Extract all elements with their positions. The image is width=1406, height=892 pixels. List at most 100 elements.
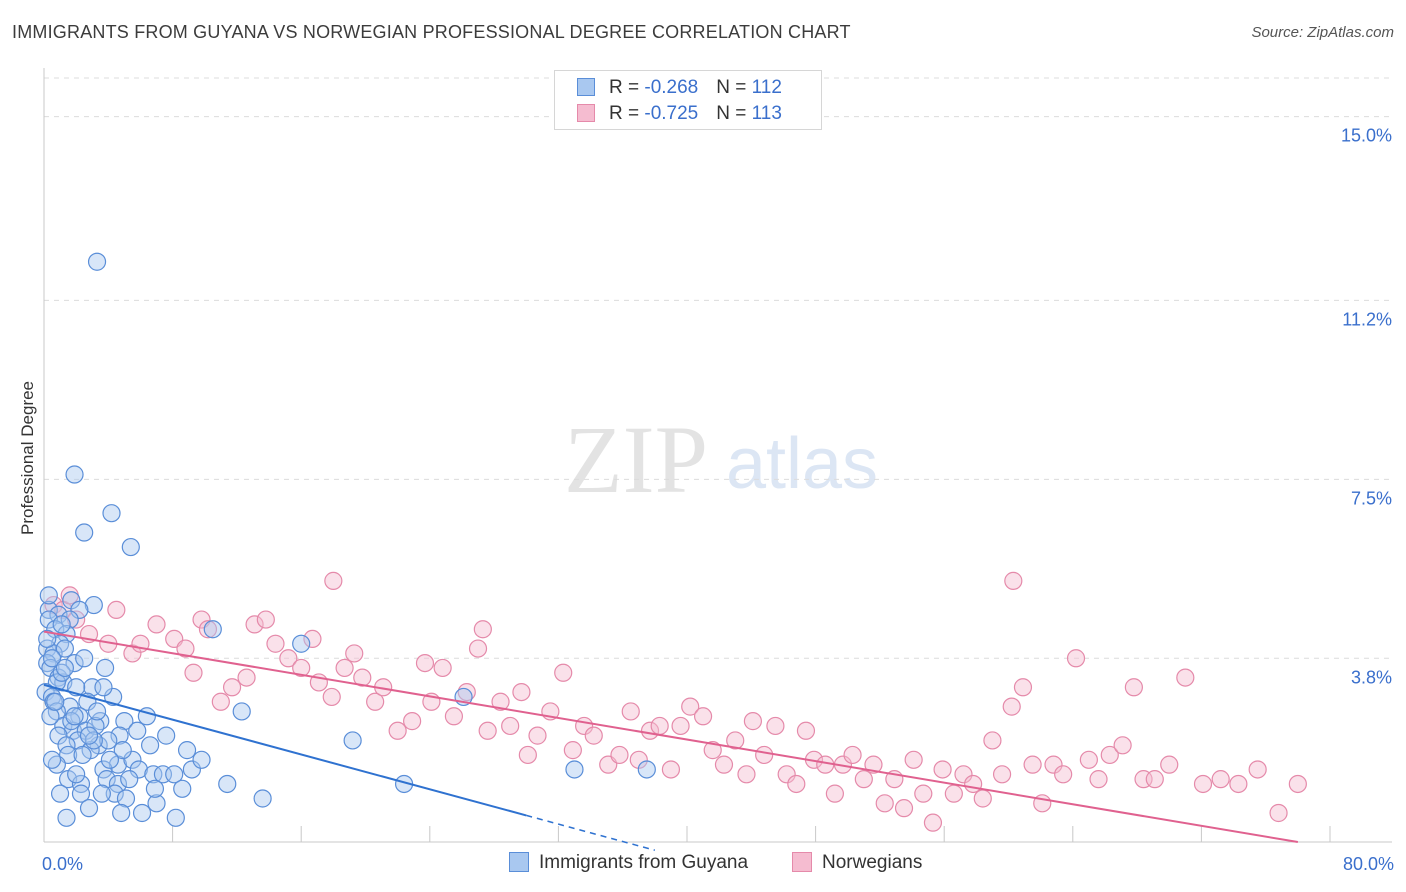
norwegian-point	[266, 634, 285, 653]
guyana-point	[87, 702, 107, 721]
guyana-point	[39, 600, 58, 619]
norwegian-point	[914, 784, 933, 803]
norwegian-point	[433, 658, 452, 678]
norwegian-point	[621, 702, 640, 721]
norwegian-point	[444, 707, 464, 726]
norwegian-point	[303, 629, 322, 649]
legend-row-norwegians: R = -0.725 N = 113	[577, 103, 782, 127]
guyana-point	[128, 721, 147, 740]
norwegian-point	[904, 750, 923, 769]
guyana-point	[121, 537, 140, 557]
guyana-point	[65, 653, 84, 673]
guyana-point	[62, 712, 81, 731]
guyana-point	[165, 765, 184, 784]
guyana-point	[232, 702, 251, 721]
source-label: Source: ZipAtlas.com	[1251, 24, 1394, 41]
y-tick-label: 3.8%	[1351, 667, 1392, 687]
norwegian-point	[1089, 770, 1108, 789]
y-tick-label: 15.0%	[1341, 126, 1392, 146]
norwegian-point	[777, 765, 796, 784]
norwegian-point	[743, 712, 763, 731]
legend-swatch-guyana	[509, 852, 529, 872]
guyana-point	[52, 615, 71, 634]
norwegian-point	[787, 774, 806, 794]
guyana-point	[115, 712, 134, 731]
guyana-point	[50, 784, 70, 803]
norwegian-point	[491, 692, 510, 711]
guyana-point	[147, 794, 166, 813]
norwegian-point	[714, 755, 734, 774]
norwegian-point	[894, 799, 914, 818]
norwegian-point	[198, 620, 218, 639]
norwegian-point	[1288, 774, 1307, 794]
norwegian-point	[610, 745, 629, 765]
guyana-point	[70, 600, 89, 619]
guyana-point	[218, 774, 237, 794]
guyana-points	[36, 252, 656, 827]
norwegian-point	[518, 745, 537, 765]
guyana-point	[55, 639, 74, 658]
norwegian-point	[1229, 774, 1248, 794]
norwegian-point	[964, 774, 983, 794]
norwegian-point	[671, 716, 690, 736]
guyana-point	[343, 731, 362, 750]
norwegian-point	[501, 716, 520, 736]
guyana-point	[75, 649, 94, 668]
norwegian-point	[1269, 803, 1288, 823]
trend-lines	[43, 630, 1299, 851]
guyana-point	[102, 504, 121, 523]
guyana-point	[46, 692, 65, 711]
norwegian-point	[1044, 755, 1063, 774]
guyana-point	[38, 629, 57, 649]
norwegian-point	[415, 653, 435, 673]
norwegian-point	[403, 712, 422, 731]
guyana-point	[79, 726, 99, 745]
guyana-point	[39, 586, 58, 605]
guyana-point	[113, 741, 132, 760]
guyana-point	[41, 707, 60, 726]
guyana-point	[108, 774, 128, 794]
guyana-point	[182, 760, 201, 779]
legend-r-label: R =	[609, 103, 645, 124]
legend-swatch-guyana	[577, 78, 595, 96]
tick-labels: 3.8% 7.5% 11.2% 15.0% 0.0% 80.0%	[42, 126, 1394, 874]
norwegian-point	[726, 731, 745, 750]
norwegian-point	[1079, 750, 1098, 769]
norwegian-point	[512, 683, 531, 702]
norwegian-point	[245, 615, 264, 634]
norwegian-point	[147, 615, 166, 634]
norwegian-point	[1100, 745, 1119, 765]
guyana-point	[177, 741, 197, 760]
guyana-point	[144, 765, 163, 784]
guyana-point	[140, 736, 160, 755]
norwegian-point	[693, 707, 713, 726]
norwegian-point	[528, 726, 547, 745]
norwegian-point	[1124, 678, 1143, 697]
legend-item-guyana[interactable]: Immigrants from Guyana	[509, 852, 748, 874]
norwegian-point	[1023, 755, 1042, 774]
norwegian-point	[983, 731, 1002, 750]
guyana-point	[192, 750, 211, 769]
guyana-point	[84, 595, 103, 615]
guyana-point	[86, 716, 105, 736]
norwegian-point	[366, 692, 385, 711]
norwegian-point	[1193, 774, 1213, 794]
guyana-point	[97, 770, 116, 789]
legend-item-norwegians[interactable]: Norwegians	[792, 852, 922, 874]
norwegian-point	[345, 644, 364, 663]
norwegian-point	[176, 639, 195, 658]
series-legend: Immigrants from Guyana Norwegians	[0, 852, 1406, 878]
axes	[43, 68, 1392, 843]
norwegian-point	[766, 716, 785, 736]
guyana-trend-line	[43, 683, 527, 817]
legend-n-label: N =	[716, 77, 752, 98]
norwegian-point	[237, 668, 256, 687]
norwegian-point	[322, 687, 341, 707]
guyana-point	[157, 726, 176, 745]
guyana-point	[52, 663, 71, 682]
legend-r-label: R =	[609, 77, 645, 98]
legend-row-guyana: R = -0.268 N = 112	[577, 77, 782, 101]
guyana-point	[129, 760, 148, 779]
norwegian-point	[1248, 760, 1267, 779]
